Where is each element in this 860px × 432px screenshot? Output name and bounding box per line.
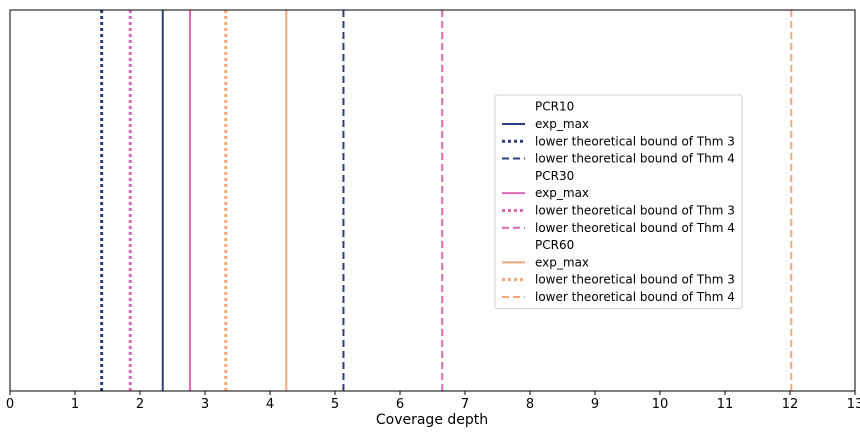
legend-label-pcr30-lower-theoretical-bound-of-thm-4: lower theoretical bound of Thm 4 (535, 221, 735, 235)
legend-label-pcr30-exp-max: exp_max (535, 186, 589, 200)
x-axis-label: Coverage depth (376, 412, 488, 428)
x-tick-label: 4 (266, 397, 274, 412)
legend-label-pcr10-exp-max: exp_max (535, 117, 589, 131)
x-axis-ticks: 0 1 2 3 4 5 6 7 8 9 10 11 12 13 (6, 391, 860, 412)
legend-label-pcr30-lower-theoretical-bound-of-thm-3: lower theoretical bound of Thm 3 (535, 203, 735, 217)
vertical-lines-layer (100, 10, 793, 391)
x-tick-label: 3 (201, 397, 209, 412)
x-tick-label: 6 (396, 397, 404, 412)
legend-label-pcr10-lower-theoretical-bound-of-thm-3: lower theoretical bound of Thm 3 (535, 134, 735, 148)
legend-label-pcr60-lower-theoretical-bound-of-thm-4: lower theoretical bound of Thm 4 (535, 290, 735, 304)
x-tick-label: 7 (461, 397, 469, 412)
x-tick-label: 8 (526, 397, 534, 412)
legend-label-pcr10-lower-theoretical-bound-of-thm-4: lower theoretical bound of Thm 4 (535, 152, 735, 166)
x-tick-label: 13 (847, 397, 860, 412)
x-tick-label: 1 (71, 397, 79, 412)
legend-group-title-pcr60: PCR60 (535, 238, 574, 252)
axes-frame (9, 9, 856, 392)
legend-label-pcr60-lower-theoretical-bound-of-thm-3: lower theoretical bound of Thm 3 (535, 273, 735, 287)
x-tick-label: 11 (717, 397, 734, 412)
x-tick-label: 0 (6, 397, 14, 412)
legend-label-pcr60-exp-max: exp_max (535, 255, 589, 269)
x-tick-label: 9 (591, 397, 599, 412)
legend-group-title-pcr10: PCR10 (535, 100, 574, 114)
legend-box (494, 94, 743, 310)
legend-group-title-pcr30: PCR30 (535, 169, 574, 183)
x-tick-label: 12 (782, 397, 799, 412)
x-tick-label: 5 (331, 397, 339, 412)
x-tick-label: 10 (652, 397, 669, 412)
x-tick-label: 2 (136, 397, 144, 412)
